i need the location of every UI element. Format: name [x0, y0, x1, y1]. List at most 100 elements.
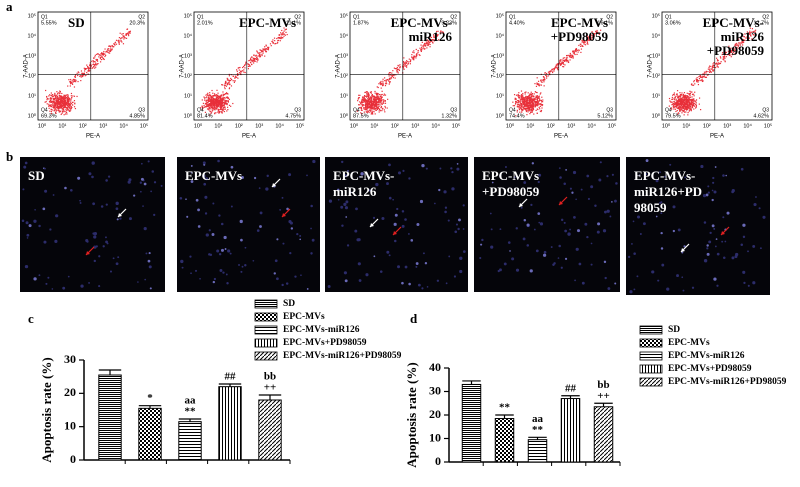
event-dot [87, 70, 89, 72]
nucleus [707, 191, 710, 194]
event-dot [380, 95, 382, 97]
nucleus [217, 159, 220, 163]
event-dot [233, 81, 236, 83]
y-tick-label: 10⁰ [340, 112, 349, 119]
event-dot [68, 104, 70, 106]
event-dot [520, 108, 522, 110]
event-dot [216, 104, 218, 106]
nucleus [148, 252, 151, 255]
nucleus [102, 245, 105, 248]
event-dot [83, 72, 85, 74]
event-dot [221, 104, 223, 106]
event-dot [240, 73, 242, 75]
event-dot [697, 79, 699, 82]
event-dot [381, 83, 383, 85]
event-dot [435, 35, 437, 37]
event-dot [282, 33, 284, 35]
event-dot [221, 108, 223, 111]
event-dot [261, 50, 263, 53]
x-tick-label: 10⁰ [662, 122, 671, 129]
event-dot [569, 52, 571, 55]
nucleus [563, 221, 566, 224]
event-dot [703, 76, 706, 78]
event-dot [574, 53, 576, 56]
event-dot [527, 97, 529, 99]
event-dot [533, 95, 535, 97]
x-tick-label: 10⁴ [587, 122, 596, 129]
event-dot [577, 51, 579, 53]
event-dot [734, 50, 736, 52]
event-dot [103, 58, 105, 61]
event-dot [397, 64, 399, 67]
event-dot [205, 105, 207, 108]
event-dot [413, 52, 415, 54]
event-dot [208, 106, 210, 109]
event-dot [363, 97, 365, 99]
event-dot [361, 104, 363, 106]
event-dot [745, 37, 747, 39]
nucleus [759, 247, 762, 250]
nucleus [203, 163, 206, 166]
event-dot [413, 58, 415, 60]
event-dot [522, 101, 524, 103]
y-tick-label: 10² [184, 73, 192, 79]
event-dot [539, 98, 541, 100]
event-dot [58, 101, 60, 103]
nucleus [24, 264, 29, 269]
event-dot [547, 75, 549, 77]
event-dot [742, 39, 744, 41]
nucleus [244, 264, 247, 267]
event-dot [115, 43, 118, 45]
event-dot [424, 48, 426, 50]
event-dot [51, 109, 53, 111]
event-dot [125, 34, 127, 36]
nucleus [368, 189, 371, 192]
event-dot [222, 99, 224, 101]
event-dot [69, 102, 71, 104]
event-dot [217, 100, 220, 102]
nucleus [47, 276, 50, 279]
bar [494, 418, 515, 463]
nucleus [515, 268, 520, 272]
event-dot [681, 96, 684, 98]
nucleus [676, 274, 679, 278]
event-dot [670, 101, 672, 103]
event-dot [375, 102, 378, 105]
event-dot [534, 97, 536, 99]
event-dot [261, 54, 263, 57]
event-dot [215, 103, 217, 105]
event-dot [209, 103, 211, 105]
event-dot [371, 107, 374, 110]
event-dot [681, 106, 684, 108]
event-dot [521, 95, 523, 97]
event-dot [540, 79, 542, 81]
event-dot [729, 53, 731, 55]
nucleus [402, 169, 405, 172]
event-dot [409, 61, 412, 63]
event-dot [522, 98, 524, 100]
event-dot [216, 108, 218, 110]
event-dot [692, 100, 694, 103]
nucleus [479, 256, 482, 260]
significance-label: ** [185, 406, 197, 418]
event-dot [683, 114, 685, 116]
nucleus [117, 256, 120, 259]
nucleus [713, 277, 717, 281]
event-dot [67, 102, 69, 104]
event-dot [363, 98, 365, 100]
event-dot [551, 69, 553, 71]
event-dot [539, 93, 541, 95]
event-dot [365, 95, 367, 97]
event-dot [59, 105, 61, 107]
event-dot [360, 102, 362, 104]
nucleus [43, 240, 47, 244]
nucleus [127, 180, 131, 184]
event-dot [105, 51, 107, 53]
nucleus [444, 206, 448, 209]
event-dot [717, 63, 719, 65]
event-dot [684, 108, 686, 110]
nucleus [100, 205, 104, 208]
event-dot [714, 66, 717, 69]
event-dot [217, 99, 219, 102]
event-dot [104, 48, 106, 50]
